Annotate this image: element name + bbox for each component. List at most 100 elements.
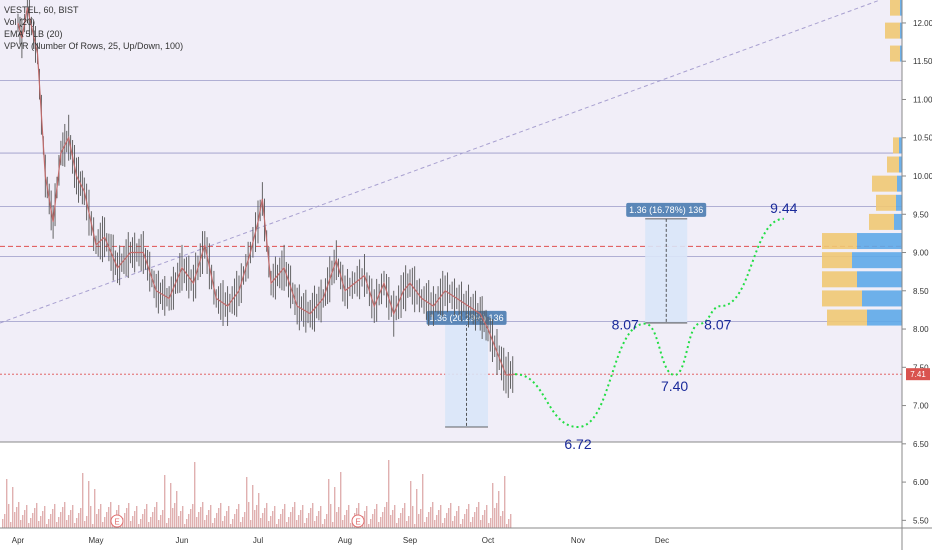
volume-bar [300,510,302,528]
volume-bar [154,507,156,528]
vpvr-down-bar [876,194,896,211]
projection-path[interactable] [514,217,784,428]
volume-bar [18,502,20,528]
volume-bar [282,509,284,528]
volume-bar [488,523,490,528]
volume-bar [170,483,172,528]
vpvr-up-bar [852,252,902,269]
vpvr-up-bar [896,194,902,211]
projection-label-0: 6.72 [564,436,591,452]
volume-bar [232,519,234,528]
legend-symbol[interactable]: VESTEL, 60, BIST [4,5,79,15]
volume-bar [370,519,372,528]
volume-bar [456,511,458,528]
volume-bar [274,506,276,528]
volume-bar [96,514,98,528]
volume-bar [56,522,58,528]
volume-bar [22,515,24,528]
earnings-marker-icon[interactable] [351,514,365,528]
volume-bar [196,517,198,528]
volume-bar [84,521,86,528]
volume-bar [180,511,182,528]
volume-bar [58,517,60,528]
volume-bar [62,507,64,528]
x-tick-label: Jul [253,536,263,545]
volume-bar [468,504,470,528]
volume-bar [490,518,492,528]
vpvr-down-bar [869,213,894,230]
volume-bar [36,503,38,528]
range-badge-label-1: 1.36 (16.78%) 136 [629,205,703,215]
legend-study-vpvr[interactable]: VPVR (Number Of Rows, 25, Up/Down, 100) [4,41,184,51]
volume-bar [394,505,396,528]
volume-bar [428,512,430,528]
current-price-badge[interactable] [906,368,930,381]
volume-bar [254,510,256,528]
volume-bar [64,502,66,528]
volume-bar [266,503,268,528]
volume-bar [60,512,62,528]
volume-bar [332,522,334,528]
volume-bar [280,514,282,528]
volume-bar [368,524,370,528]
volume-bar [330,504,332,528]
volume-bar [176,491,178,528]
vpvr-down-bar [827,309,867,326]
earnings-marker-icon[interactable] [110,514,124,528]
volume-bar [400,513,402,528]
volume-bar [82,473,84,528]
legend-study-ema[interactable]: EMA 5 LB (20) [4,29,63,39]
volume-bar [108,507,110,528]
volume-bar [474,512,476,528]
legend-study-volume[interactable]: Vol (20) [4,17,36,27]
volume-bar [500,516,502,528]
volume-bar [88,481,90,528]
volume-bar [504,476,506,528]
volume-bar [460,524,462,528]
volume-bar [156,502,158,528]
volume-bar [272,511,274,528]
volume-bar [264,508,266,528]
volume-bar [270,516,272,528]
volume-bar [128,503,130,528]
volume-bar [168,518,170,528]
volume-bar [324,519,326,528]
volume-bar [160,515,162,528]
earnings-marker-label: E [114,518,119,527]
volume-bar [164,475,166,528]
volume-bar [92,524,94,528]
volume-bar [390,515,392,528]
volume-bar [210,505,212,528]
volume-bar [246,477,248,528]
vpvr-up-bar [894,213,902,230]
diagonal-trendline[interactable] [0,0,881,324]
price-axis[interactable] [902,0,932,550]
volume-bar [46,524,48,528]
volume-bar [412,506,414,528]
volume-bar [494,508,496,528]
volume-bar [312,503,314,528]
ema-line[interactable] [17,7,516,376]
volume-bar [162,510,164,528]
y-tick-label: 10.50 [913,134,932,143]
x-tick-label: Jun [176,536,189,545]
range-badge-1[interactable] [626,202,707,217]
vpvr-down-bar [822,290,862,307]
volume-bar [86,516,88,528]
volume-bar [204,520,206,528]
volume-bar [434,520,436,528]
volume-bar [440,505,442,528]
vpvr-up-bar [900,0,902,16]
vpvr-up-bar [899,156,902,173]
volume-bar [16,507,18,528]
volume-bar [430,507,432,528]
volume-bar [296,520,298,528]
volume-bar [124,513,126,528]
volume-bar [76,518,78,528]
volume-bar [304,523,306,528]
volume-bar [318,511,320,528]
vpvr-up-bar [857,271,902,288]
volume-bar [54,504,56,528]
